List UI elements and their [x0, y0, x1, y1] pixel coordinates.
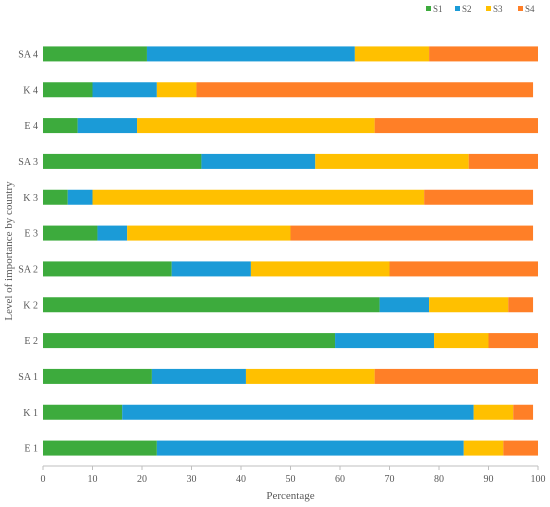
bar-e4-s2 — [77, 118, 138, 134]
bar-e1-s1 — [43, 440, 157, 456]
bar-e1-s3 — [463, 440, 504, 456]
bar-k1-s2 — [122, 404, 474, 420]
category-label: SA 2 — [18, 264, 38, 275]
bar-k1-s4 — [513, 404, 534, 420]
bars — [43, 46, 538, 456]
bar-k4-s3 — [156, 82, 197, 98]
bar-k2-s4 — [508, 297, 534, 313]
bar-k4-s2 — [92, 82, 157, 98]
x-tick-label: 80 — [434, 474, 444, 485]
bar-e2-s4 — [488, 333, 538, 349]
legend: S1 S2 S3 S4 — [426, 4, 535, 14]
bar-e4-s4 — [374, 118, 538, 134]
bar-k1-s1 — [43, 404, 123, 420]
y-axis-title: Level of importance by country — [3, 181, 15, 321]
x-tick-label: 0 — [41, 474, 46, 485]
bar-sa4-s2 — [146, 46, 355, 62]
bar-e1-s4 — [503, 440, 538, 456]
bar-sa4-s3 — [354, 46, 430, 62]
x-tick-label: 30 — [187, 474, 197, 485]
bar-sa2-s2 — [171, 261, 251, 277]
legend-label-s4: S4 — [525, 4, 535, 14]
bar-e4-s1 — [43, 118, 78, 134]
category-label: K 1 — [23, 408, 38, 419]
bar-sa3-s2 — [201, 153, 316, 169]
x-tick-label: 70 — [385, 474, 395, 485]
bar-sa1-s3 — [245, 368, 375, 384]
bar-sa1-s4 — [374, 368, 538, 384]
x-tick-label: 10 — [88, 474, 98, 485]
category-label: K 2 — [23, 300, 38, 311]
bar-sa3-s1 — [43, 153, 202, 169]
bar-k3-s2 — [67, 189, 93, 205]
category-label: E 4 — [24, 121, 38, 132]
bar-sa1-s1 — [43, 368, 152, 384]
x-tick-label: 40 — [236, 474, 246, 485]
legend-swatch-s3 — [486, 6, 491, 11]
legend-label-s1: S1 — [433, 4, 443, 14]
legend-swatch-s2 — [455, 6, 460, 11]
bar-sa4-s1 — [43, 46, 147, 62]
category-label: SA 3 — [18, 157, 38, 168]
bar-e3-s3 — [127, 225, 291, 241]
bar-e2-s1 — [43, 333, 336, 349]
bar-k2-s3 — [429, 297, 509, 313]
bar-sa2-s1 — [43, 261, 172, 277]
bar-e1-s2 — [156, 440, 464, 456]
x-tick-label: 50 — [286, 474, 296, 485]
bar-k1-s3 — [473, 404, 514, 420]
legend-label-s2: S2 — [462, 4, 472, 14]
x-axis: 0 10 20 30 40 50 60 70 80 90 100 — [41, 465, 546, 485]
category-label: K 4 — [23, 85, 38, 96]
x-tick-label: 90 — [484, 474, 494, 485]
bar-e3-s1 — [43, 225, 98, 241]
bar-k3-s3 — [92, 189, 425, 205]
bar-e2-s3 — [434, 333, 489, 349]
bar-k2-s2 — [379, 297, 430, 313]
x-tick-label: 100 — [531, 474, 546, 485]
bar-e3-s4 — [290, 225, 534, 241]
bar-k4-s4 — [196, 82, 534, 98]
bar-sa2-s3 — [250, 261, 390, 277]
bar-sa4-s4 — [429, 46, 538, 62]
bar-k3-s4 — [424, 189, 534, 205]
bar-sa3-s4 — [468, 153, 538, 169]
bar-sa2-s4 — [389, 261, 538, 277]
x-tick-label: 60 — [335, 474, 345, 485]
y-axis-labels: SA 4 K 4 E 4 SA 3 K 3 E 3 SA 2 K 2 E 2 SA 1 K 1 E 1 — [18, 49, 38, 454]
bar-k3-s1 — [43, 189, 68, 205]
legend-label-s3: S3 — [493, 4, 503, 14]
x-tick-label: 20 — [137, 474, 147, 485]
legend-swatch-s4 — [518, 6, 523, 11]
bar-sa1-s2 — [151, 368, 246, 384]
category-label: E 1 — [24, 444, 38, 455]
bar-sa3-s3 — [315, 153, 469, 169]
category-label: SA 1 — [18, 372, 38, 383]
category-label: SA 4 — [18, 49, 38, 60]
bar-e4-s3 — [137, 118, 375, 134]
bar-k4-s1 — [43, 82, 93, 98]
bar-e3-s2 — [97, 225, 128, 241]
bar-k2-s1 — [43, 297, 380, 313]
x-axis-title: Percentage — [266, 490, 314, 502]
category-label: E 2 — [24, 336, 38, 347]
legend-swatch-s1 — [426, 6, 431, 11]
category-label: K 3 — [23, 193, 38, 204]
bar-e2-s2 — [335, 333, 435, 349]
category-label: E 3 — [24, 229, 38, 240]
